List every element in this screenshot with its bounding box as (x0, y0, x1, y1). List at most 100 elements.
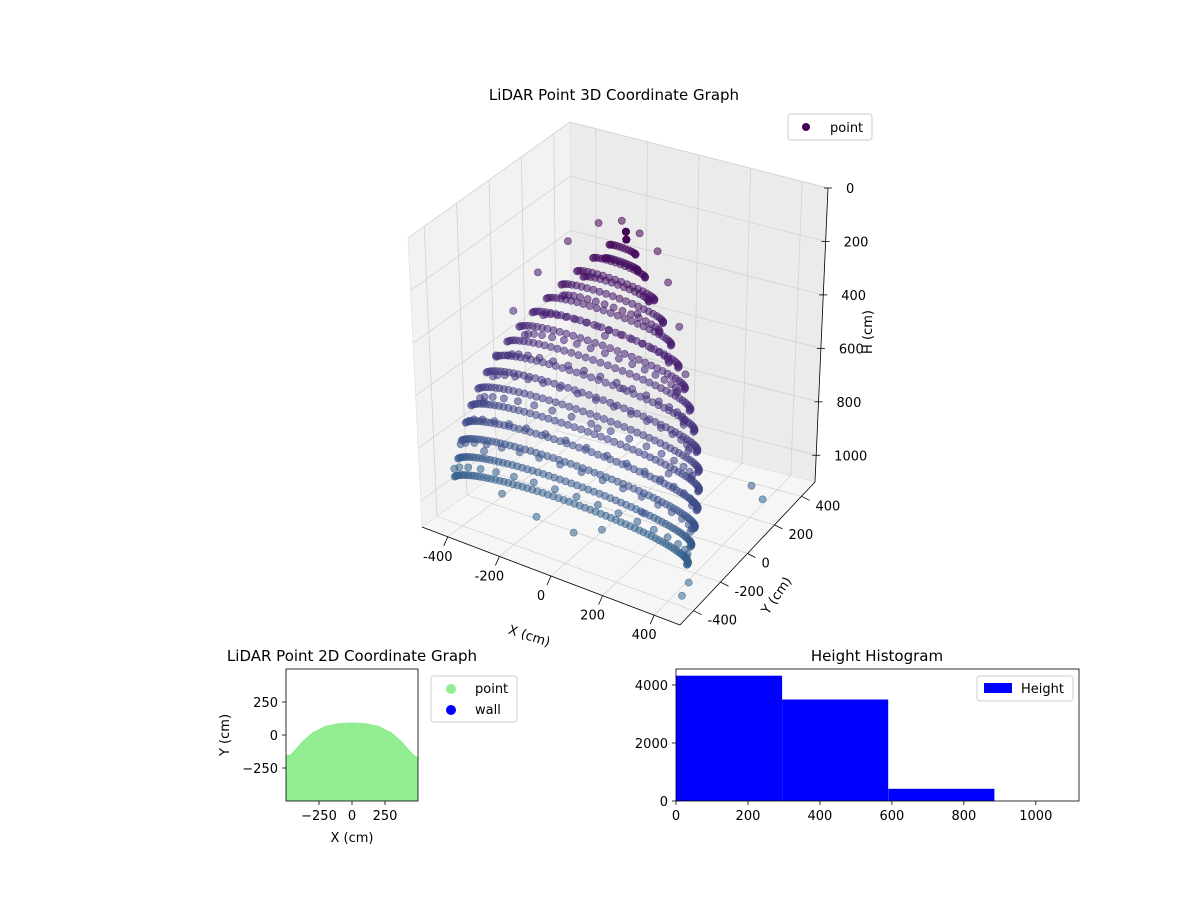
data-point-3d (640, 365, 649, 374)
data-point-3d (567, 412, 576, 421)
z-tick-label-3d: 800 (837, 396, 862, 411)
data-point-3d (570, 423, 579, 431)
data-point-3d (625, 369, 634, 378)
data-point-3d (668, 430, 677, 438)
data-point-3d (692, 506, 701, 515)
data-point-3d (599, 396, 608, 404)
data-point-3d (613, 347, 622, 355)
data-point-3d (587, 419, 596, 428)
plot-3d: LiDAR Point 3D Coordinate Graph -400 -200… (407, 86, 876, 651)
point-area-2d (286, 722, 418, 801)
data-point-3d (492, 351, 500, 360)
legend-2d-marker-wall (446, 705, 456, 715)
data-point-3d (587, 373, 595, 382)
z-tick-label-3d: 0 (846, 182, 854, 197)
grid-z-wall (412, 230, 571, 344)
data-point-3d (685, 406, 694, 415)
data-point-3d (581, 353, 590, 362)
plot-histogram: Height Histogram 0 200 400 600 800 1000 0 2000 4… (635, 647, 1080, 824)
data-point-3d (658, 319, 667, 328)
grid-z-wall (417, 338, 572, 449)
data-point-3d (509, 306, 518, 315)
histogram-frame (675, 668, 1080, 802)
legend-3d-box (787, 113, 873, 141)
data-point-3d (514, 397, 522, 406)
data-point-3d (682, 553, 691, 561)
grid-z-back (569, 121, 829, 189)
data-point-3d (555, 327, 564, 336)
ticks-2d: −250 0 250 250 0 −250 (242, 696, 397, 824)
histogram-bar (888, 788, 995, 801)
data-point-3d (572, 405, 580, 413)
data-point-3d (654, 348, 663, 357)
data-point-3d (654, 397, 663, 406)
grid-y-floor (436, 515, 694, 612)
x-tick-label-2d: 0 (348, 809, 356, 824)
plot-2d-title: LiDAR Point 2D Coordinate Graph (227, 647, 477, 665)
data-point-3d (622, 235, 631, 244)
data-point-3d (600, 300, 609, 309)
data-point-3d (616, 330, 625, 339)
data-point-3d (480, 447, 488, 456)
data-point-3d (669, 482, 678, 491)
data-point-3d (614, 509, 623, 518)
z-axis-label-3d: H (cm) (861, 310, 876, 354)
legend-histogram-box (976, 675, 1074, 702)
data-point-3d (679, 462, 688, 471)
x-tick-mark-3d (495, 556, 500, 566)
grid-z-back (570, 175, 826, 242)
data-point-3d (628, 335, 636, 344)
x-tick-label-hist: 800 (951, 809, 976, 824)
data-point-3d (622, 227, 630, 236)
data-point-3d (583, 295, 592, 303)
y-tick-label-3d: 0 (762, 557, 770, 572)
data-point-3d (590, 430, 599, 439)
data-point-3d (597, 432, 605, 441)
data-point-3d (461, 438, 470, 447)
data-point-3d (639, 509, 647, 517)
data-point-3d (620, 404, 628, 413)
z-tick-label-3d: 400 (841, 289, 866, 304)
data-point-3d (547, 343, 555, 351)
data-point-3d (642, 442, 651, 451)
grid-z-wall (415, 284, 572, 396)
data-point-3d (684, 446, 693, 455)
x-axis-label-3d: X (cm) (506, 623, 552, 651)
data-point-3d (591, 396, 600, 404)
data-point-3d (609, 303, 618, 312)
data-point-3d (673, 388, 681, 397)
data-point-3d (530, 401, 539, 410)
data-point-3d (633, 309, 642, 318)
grid-z-wall (407, 121, 571, 239)
x-axis-label-2d: X (cm) (331, 831, 374, 846)
data-point-3d (618, 367, 627, 375)
data-point-3d (628, 385, 636, 393)
z-tick-label-3d: 600 (839, 342, 864, 357)
data-point-3d (539, 379, 548, 387)
y-tick-label-hist: 0 (660, 795, 668, 810)
data-point-3d (564, 361, 572, 370)
x-tick-label-hist: 200 (736, 809, 761, 824)
y-tick-mark-3d (720, 581, 729, 587)
data-point-3d (577, 425, 585, 434)
data-point-3d (569, 528, 578, 537)
data-point-3d (627, 352, 636, 361)
z-axis-line (814, 187, 829, 483)
data-point-3d (598, 341, 607, 350)
data-point-3d (524, 375, 532, 384)
data-point-3d (532, 512, 541, 521)
data-point-3d (549, 357, 557, 366)
grid-y-floor (466, 494, 721, 583)
data-point-3d (563, 420, 572, 429)
data-point-3d (535, 453, 544, 462)
data-point-3d (604, 361, 612, 370)
data-point-3d (479, 397, 488, 406)
legend-2d-label-wall: wall (475, 703, 501, 718)
data-point-3d (582, 318, 590, 327)
data-point-3d (576, 334, 585, 342)
data-point-3d (687, 474, 696, 483)
data-point-3d (613, 420, 622, 429)
data-point-3d (492, 468, 500, 476)
x-tick-label-3d: -400 (423, 550, 453, 565)
